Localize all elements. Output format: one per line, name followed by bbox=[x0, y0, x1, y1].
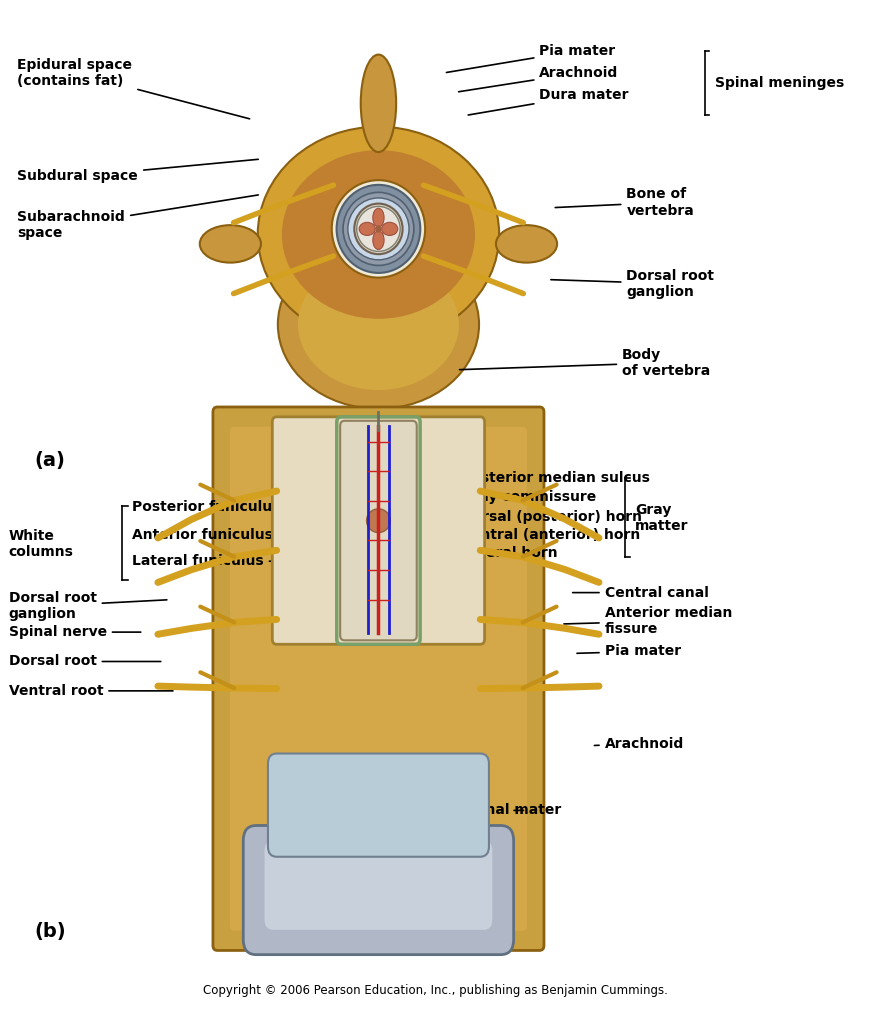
Ellipse shape bbox=[359, 222, 375, 235]
Text: Subarachnoid
space: Subarachnoid space bbox=[17, 194, 258, 240]
FancyBboxPatch shape bbox=[264, 841, 492, 930]
Text: Dorsal (posterior) horn: Dorsal (posterior) horn bbox=[434, 510, 641, 524]
Text: Central canal: Central canal bbox=[572, 586, 707, 600]
Ellipse shape bbox=[331, 180, 425, 278]
Ellipse shape bbox=[366, 509, 390, 533]
Text: Anterior median
fissure: Anterior median fissure bbox=[563, 606, 731, 636]
Text: Dorsal root
ganglion: Dorsal root ganglion bbox=[550, 268, 713, 299]
Ellipse shape bbox=[354, 204, 402, 254]
Ellipse shape bbox=[356, 207, 400, 251]
Ellipse shape bbox=[277, 240, 479, 409]
Text: Pia mater: Pia mater bbox=[576, 644, 680, 658]
Text: Arachnoid: Arachnoid bbox=[458, 66, 618, 92]
Ellipse shape bbox=[297, 259, 459, 390]
Text: Gray
matter: Gray matter bbox=[634, 502, 687, 533]
Text: Posterior median sulcus: Posterior median sulcus bbox=[404, 471, 649, 485]
FancyBboxPatch shape bbox=[268, 754, 488, 857]
Text: Dura mater: Dura mater bbox=[468, 88, 628, 115]
Ellipse shape bbox=[375, 225, 381, 233]
FancyBboxPatch shape bbox=[340, 420, 416, 640]
Text: Dorsal root
ganglion: Dorsal root ganglion bbox=[9, 591, 167, 621]
Text: Ventral (anterior) horn: Ventral (anterior) horn bbox=[442, 528, 640, 542]
Text: Spinal mater: Spinal mater bbox=[461, 803, 561, 817]
FancyBboxPatch shape bbox=[272, 417, 484, 644]
Ellipse shape bbox=[336, 184, 420, 272]
Ellipse shape bbox=[495, 225, 556, 262]
Text: (a): (a) bbox=[35, 451, 65, 470]
Text: Anterior funiculus: Anterior funiculus bbox=[132, 528, 293, 542]
Ellipse shape bbox=[200, 225, 261, 262]
Text: Arachnoid: Arachnoid bbox=[594, 736, 683, 751]
Ellipse shape bbox=[342, 192, 414, 265]
Ellipse shape bbox=[373, 231, 383, 249]
Ellipse shape bbox=[257, 127, 499, 342]
Text: (b): (b) bbox=[35, 922, 66, 941]
FancyBboxPatch shape bbox=[213, 407, 543, 950]
Text: Spinal meninges: Spinal meninges bbox=[714, 76, 844, 90]
Text: Pia mater: Pia mater bbox=[446, 44, 615, 73]
FancyBboxPatch shape bbox=[243, 826, 513, 954]
Text: Spinal nerve: Spinal nerve bbox=[9, 625, 141, 639]
Text: Lateral horn: Lateral horn bbox=[425, 546, 557, 560]
Text: Ventral root: Ventral root bbox=[9, 684, 173, 698]
Text: Epidural space
(contains fat): Epidural space (contains fat) bbox=[17, 58, 249, 119]
Ellipse shape bbox=[381, 222, 397, 235]
Text: White
columns: White columns bbox=[9, 529, 74, 559]
Ellipse shape bbox=[361, 55, 395, 152]
Text: Bone of
vertebra: Bone of vertebra bbox=[554, 187, 693, 218]
FancyBboxPatch shape bbox=[229, 426, 527, 931]
Ellipse shape bbox=[282, 150, 474, 319]
Text: Gray commissure: Gray commissure bbox=[416, 490, 595, 504]
Text: Lateral funiculus: Lateral funiculus bbox=[132, 554, 277, 568]
Text: Subdural space: Subdural space bbox=[17, 159, 258, 183]
Text: Posterior funiculus: Posterior funiculus bbox=[132, 499, 297, 514]
Text: Body
of vertebra: Body of vertebra bbox=[459, 347, 709, 378]
Text: Dorsal root: Dorsal root bbox=[9, 654, 161, 669]
Ellipse shape bbox=[373, 209, 383, 227]
Ellipse shape bbox=[348, 198, 408, 259]
Text: Copyright © 2006 Pearson Education, Inc., publishing as Benjamin Cummings.: Copyright © 2006 Pearson Education, Inc.… bbox=[202, 985, 667, 997]
